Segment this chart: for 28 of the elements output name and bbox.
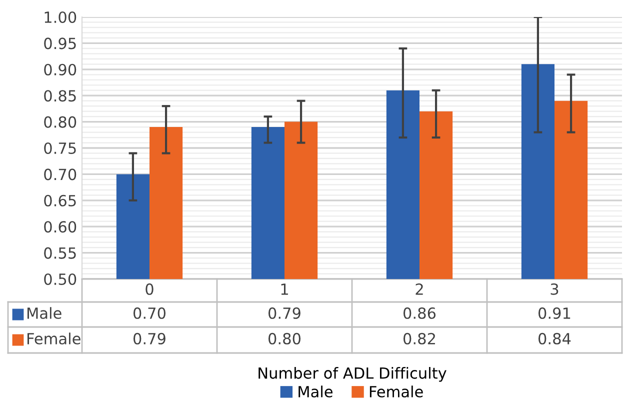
y-tick-label: 0.75	[44, 142, 76, 154]
data-label: 0.80	[268, 332, 300, 344]
data-label: 0.91	[538, 307, 570, 319]
data-label: 0.79	[134, 332, 166, 344]
y-tick-label: 0.65	[44, 194, 76, 206]
y-tick-label: 0.50	[44, 273, 76, 286]
data-label: 0.70	[134, 307, 166, 319]
data-label: 0.82	[404, 332, 435, 344]
y-tick-label: 0.80	[44, 116, 76, 128]
text: Male	[28, 307, 62, 319]
y-tick-label: 0.55	[44, 247, 76, 259]
x-tick-label: 2	[416, 283, 423, 295]
y-tick-label: 0.95	[44, 38, 76, 50]
x-tick-label: 1	[281, 284, 288, 295]
y-tick-label: 1.00	[44, 11, 76, 24]
legend-label: Male	[298, 386, 332, 398]
legend-label: Female	[370, 386, 423, 398]
y-tick-label: 0.60	[44, 221, 76, 233]
x-tick-label: 0	[146, 283, 154, 295]
data-label: 0.86	[404, 307, 436, 319]
y-tick-label: 0.90	[44, 64, 76, 76]
data-label: 0.84	[538, 332, 571, 344]
y-tick-label: 0.70	[44, 168, 76, 180]
y-tick-label: 0.85	[44, 90, 76, 102]
text: Female	[28, 332, 80, 344]
data-label: 0.79	[268, 307, 300, 319]
x-axis-title: Number of ADL Difficulty	[258, 367, 446, 382]
x-tick-label: 3	[550, 283, 558, 295]
